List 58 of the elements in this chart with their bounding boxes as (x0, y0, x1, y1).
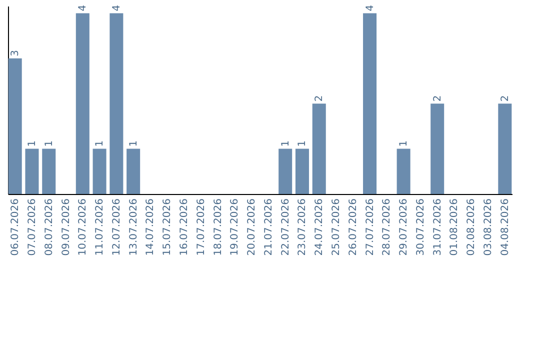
data-label: 4 (111, 4, 122, 12)
x-tick-label: 10.07.2026 (78, 198, 89, 256)
x-tick-label: 21.07.2026 (263, 198, 274, 256)
x-tick-label: 12.07.2026 (111, 198, 122, 256)
x-tick-label: 08.07.2026 (44, 198, 55, 256)
x-tick-label: 22.07.2026 (280, 198, 292, 256)
bar (25, 148, 39, 194)
x-tick-label: 11.07.2026 (94, 198, 106, 256)
x-tick-label: 06.07.2026 (10, 198, 22, 256)
x-tick-label: 03.08.2026 (483, 198, 494, 256)
x-tick-label: 18.07.2026 (212, 198, 224, 256)
data-label: 1 (280, 140, 292, 147)
data-label: 4 (364, 4, 376, 12)
bar (430, 104, 444, 194)
x-tick-label: 29.07.2026 (398, 198, 410, 256)
bar (8, 58, 22, 194)
data-label: 4 (78, 4, 89, 12)
x-tick-label: 19.07.2026 (230, 198, 241, 256)
x-tick-label: 09.07.2026 (60, 198, 72, 256)
x-tick-label: 25.07.2026 (331, 198, 342, 256)
x-tick-label: 14.07.2026 (145, 198, 156, 256)
x-tick-label: 04.08.2026 (500, 198, 511, 256)
x-tick-label: 26.07.2026 (348, 198, 359, 256)
x-tick-label: 28.07.2026 (382, 198, 393, 256)
x-tick-label: 17.07.2026 (196, 198, 207, 256)
x-tick-label: 02.08.2026 (466, 198, 478, 256)
x-tick-label: 13.07.2026 (128, 198, 140, 256)
x-tick-label: 23.07.2026 (297, 198, 308, 256)
bar (42, 148, 56, 194)
x-tick-label: 24.07.2026 (314, 198, 326, 256)
data-label: 1 (26, 140, 38, 147)
bar (278, 148, 292, 194)
data-label: 1 (94, 140, 106, 147)
bar (76, 13, 90, 194)
bar (498, 104, 512, 194)
x-tick-label: 01.08.2026 (449, 198, 460, 256)
x-tick-label: 30.07.2026 (415, 198, 426, 256)
bar (92, 148, 106, 194)
data-label: 2 (314, 95, 326, 102)
data-label: 1 (44, 140, 55, 147)
bar (126, 148, 140, 194)
data-label: 2 (500, 95, 511, 102)
bar (363, 13, 377, 194)
x-tick-label: 16.07.2026 (178, 198, 190, 256)
x-tick-label: 07.07.2026 (26, 198, 38, 256)
x-tick-label: 27.07.2026 (364, 198, 376, 256)
data-label: 1 (398, 140, 410, 147)
data-label: 3 (10, 50, 22, 56)
data-label: 2 (432, 95, 444, 102)
data-label: 1 (297, 140, 308, 147)
bar (295, 148, 309, 194)
x-tick-label: 31.07.2026 (432, 198, 444, 256)
x-tick-label: 20.07.2026 (246, 198, 258, 256)
data-label: 1 (128, 140, 140, 147)
x-tick-label: 15.07.2026 (162, 198, 174, 256)
bar (110, 13, 124, 194)
bar (312, 104, 326, 194)
bar (396, 148, 410, 194)
